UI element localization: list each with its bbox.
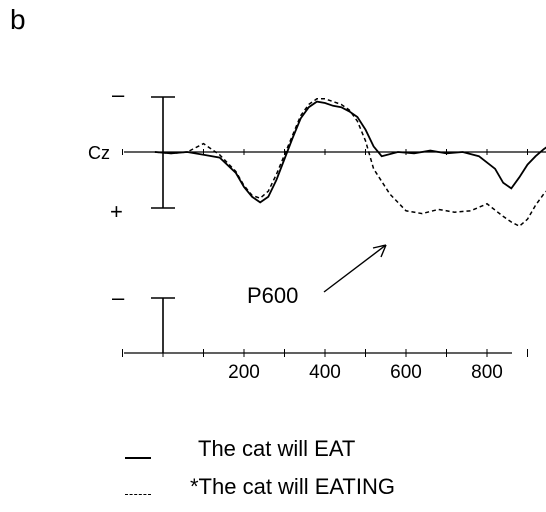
time-tick-label: 200 — [228, 362, 260, 383]
p600-arrow-shaft — [323, 244, 387, 293]
p600-arrow-head — [372, 244, 387, 258]
channel-label: Cz — [88, 143, 110, 163]
polarity-positive-label: + — [110, 199, 123, 224]
lower-negative-label: – — [112, 285, 125, 310]
legend-swatch-solid — [125, 457, 151, 459]
time-tick-label: 800 — [471, 362, 503, 383]
legend-swatch-dashed — [125, 494, 151, 495]
p600-label: P600 — [247, 283, 298, 308]
series-line-eating — [154, 98, 546, 228]
time-axis-ticks: 200 400 600 800 — [122, 349, 528, 383]
time-tick-label: 400 — [309, 362, 341, 383]
time-tick-label: 600 — [390, 362, 422, 383]
polarity-negative-label: – — [112, 82, 125, 107]
panel-letter: b — [10, 4, 26, 35]
legend-label-eating: *The cat will EATING — [190, 474, 395, 499]
legend-label-eat: The cat will EAT — [198, 436, 356, 461]
series-line-eat — [154, 100, 546, 204]
